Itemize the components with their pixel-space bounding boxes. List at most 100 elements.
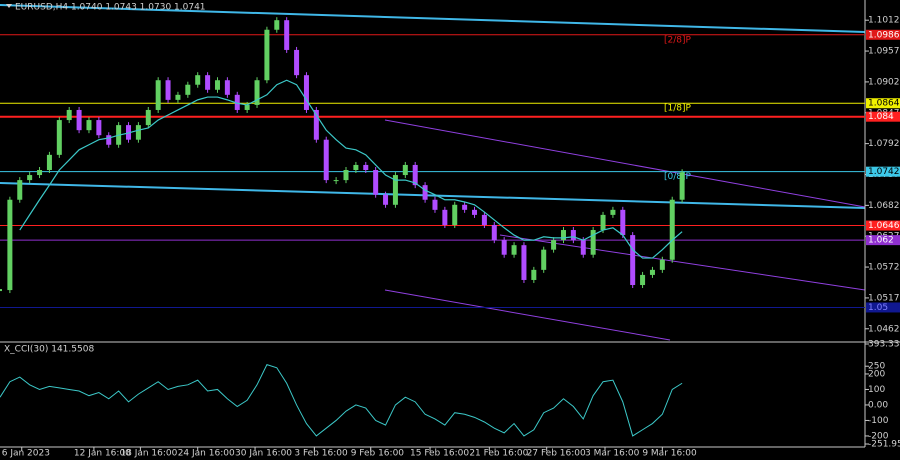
candle	[442, 209, 448, 225]
candle	[155, 80, 161, 110]
candle	[472, 209, 478, 215]
candle	[491, 224, 497, 241]
candle	[383, 194, 389, 205]
candle	[303, 75, 309, 110]
candle	[205, 75, 211, 90]
x-tick-label: 3 Mar 16:00	[585, 449, 640, 459]
level-label-box	[866, 220, 900, 231]
candle	[234, 94, 240, 110]
y-tick-label: 393.3341	[868, 340, 900, 350]
candle	[7, 199, 13, 291]
level-tag: [2/8]P	[664, 35, 692, 45]
candle	[511, 245, 517, 255]
candle	[0, 289, 2, 292]
candle	[600, 214, 606, 231]
candle	[462, 204, 468, 210]
candle	[649, 269, 655, 275]
x-tick-label: 9 Feb 16:00	[351, 449, 405, 459]
x-tick-label: 15 Feb 16:00	[410, 449, 469, 459]
level-label: 1.084	[868, 112, 894, 122]
channel-line	[384, 119, 866, 208]
x-tick-label: 21 Feb 16:00	[469, 449, 528, 459]
candle	[481, 214, 487, 225]
candle	[452, 204, 458, 225]
candle	[402, 164, 408, 176]
candle	[96, 120, 102, 136]
x-tick-label: 27 Feb 16:00	[527, 449, 586, 459]
candle	[165, 80, 171, 100]
x-tick-label: 12 Jan 16:00	[74, 449, 131, 459]
moving-average	[19, 79, 683, 259]
y-tick-label: 1.0957	[868, 47, 900, 57]
x-tick-label: 30 Jan 16:00	[235, 449, 292, 459]
candle	[17, 180, 23, 200]
level-label: 1.05	[868, 303, 888, 313]
candle	[551, 240, 557, 250]
candle	[135, 125, 141, 140]
candle	[66, 109, 72, 121]
level-label: 1.0742	[868, 167, 900, 177]
level-label-box	[866, 29, 900, 40]
y-tick-label: 1.0682	[868, 201, 900, 211]
channel-line	[499, 234, 866, 291]
level-label-box	[866, 98, 900, 109]
y-tick-label: 200	[868, 369, 885, 379]
x-tick-label: 9 Mar 16:00	[642, 449, 697, 459]
candle	[669, 199, 675, 260]
candle	[521, 245, 527, 280]
candle	[27, 175, 33, 181]
level-label: 1.0986	[868, 30, 900, 40]
candle	[254, 80, 260, 105]
candle	[610, 209, 616, 215]
candle	[630, 235, 636, 286]
y-tick-label: -251.9558	[868, 440, 900, 450]
level-label-box	[866, 166, 900, 177]
level-tag: [0/8]P	[664, 172, 692, 182]
candle	[531, 269, 537, 280]
menu-icon	[6, 4, 12, 8]
candle	[659, 259, 665, 270]
candle	[214, 80, 220, 90]
level-label-box	[866, 302, 900, 313]
candle	[244, 104, 250, 110]
candle	[37, 170, 43, 176]
candle	[392, 175, 398, 205]
candle	[422, 185, 428, 200]
y-tick-label: 1.0902	[868, 77, 900, 87]
candle	[46, 154, 52, 170]
x-tick-label: 18 Jan 16:00	[120, 449, 177, 459]
candle	[56, 120, 62, 155]
level-label: 1.0864	[868, 99, 900, 109]
level-label-box	[866, 111, 900, 122]
candle	[76, 109, 82, 131]
candle	[343, 170, 349, 181]
y-tick-label: 100	[868, 385, 885, 395]
candle	[274, 20, 280, 30]
level-label-box	[866, 235, 900, 246]
y-tick-label: 0.00	[868, 400, 888, 410]
candle	[313, 109, 319, 140]
candle	[560, 230, 566, 241]
chart-title: EURUSD,H4 1.0740 1.0743 1.0730 1.0741	[15, 3, 206, 13]
candle	[106, 135, 112, 145]
candle	[175, 94, 181, 100]
candle	[145, 109, 151, 126]
y-tick-label: 1.0517	[868, 293, 900, 303]
candle	[284, 20, 290, 50]
candle	[432, 199, 438, 210]
trend-line	[0, 4, 866, 33]
candle	[501, 240, 507, 255]
level-label: 1.0646	[868, 221, 900, 231]
y-tick-label: -200	[868, 431, 889, 441]
candle	[580, 240, 586, 255]
cci-line	[0, 364, 683, 437]
candle	[333, 180, 339, 182]
x-tick-label: 3 Feb 16:00	[294, 449, 348, 459]
candle	[412, 164, 418, 186]
level-label: 1.062	[868, 236, 894, 246]
y-tick-label: -100	[868, 416, 889, 426]
candle	[373, 170, 379, 195]
candle	[294, 49, 300, 76]
